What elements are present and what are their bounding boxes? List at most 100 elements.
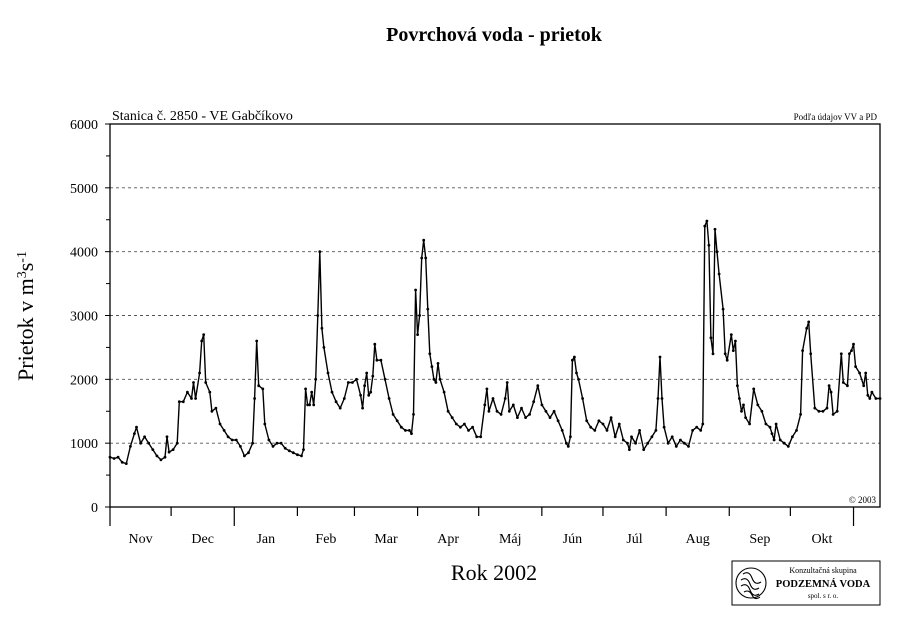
data-point: [540, 403, 544, 407]
data-point: [143, 435, 147, 439]
data-point: [363, 384, 366, 388]
data-point: [593, 429, 597, 432]
data-point: [167, 450, 171, 454]
data-point: [412, 413, 415, 416]
data-point: [420, 256, 424, 260]
data-point: [416, 333, 419, 336]
data-point: [404, 429, 407, 432]
data-point: [446, 409, 450, 413]
data-point: [532, 400, 536, 404]
data-point: [573, 355, 576, 359]
x-tick-label: Jún: [563, 532, 582, 547]
data-point: [862, 384, 866, 388]
data-point: [589, 425, 593, 429]
data-point: [300, 454, 303, 458]
data-point: [801, 349, 804, 352]
data-point: [715, 250, 719, 254]
data-point: [770, 432, 774, 435]
data-point: [399, 425, 403, 429]
data-point: [821, 409, 825, 413]
data-point: [190, 397, 193, 400]
data-point: [827, 384, 831, 388]
data-point: [560, 429, 564, 432]
data-point: [544, 409, 548, 413]
data-point: [202, 333, 206, 336]
copyright-note: © 2003: [849, 495, 877, 505]
data-point: [436, 362, 440, 365]
data-point: [230, 438, 234, 442]
data-point: [361, 406, 364, 410]
data-point: [308, 403, 311, 407]
data-point: [255, 339, 259, 343]
data-point: [701, 422, 705, 426]
data-point: [283, 446, 287, 450]
data-point: [699, 429, 703, 432]
data-point: [194, 397, 198, 400]
data-point: [791, 435, 794, 439]
data-point: [516, 416, 519, 419]
data-point: [524, 416, 527, 419]
data-point: [342, 397, 346, 400]
data-point: [454, 422, 458, 426]
data-point: [548, 416, 552, 419]
x-tick-label: Mar: [374, 532, 398, 547]
station-label: Stanica č. 2850 - VE Gabčíkovo: [112, 109, 293, 124]
data-point: [410, 432, 413, 435]
data-point: [251, 441, 255, 445]
data-point: [310, 390, 314, 394]
data-point: [120, 460, 124, 464]
data-point: [683, 441, 686, 445]
data-point: [829, 390, 833, 394]
data-point: [177, 400, 181, 404]
data-point: [296, 453, 299, 457]
data-point: [129, 445, 132, 448]
x-axis: Nov Dec Jan Feb Mar Apr Máj Jún Júl Aug Sep Okt: [109, 507, 855, 547]
data-point: [658, 355, 662, 359]
data-point: [817, 409, 821, 413]
data-point: [414, 288, 417, 292]
y-axis: 0 1000 2000 3000 4000 5000 6000: [70, 118, 110, 516]
series-line: [109, 220, 880, 465]
y-tick-label: 0: [91, 501, 98, 516]
data-point: [866, 393, 870, 397]
data-point: [408, 429, 411, 432]
data-point: [878, 397, 882, 400]
data-point: [848, 352, 851, 356]
data-point: [226, 435, 230, 439]
data-point: [507, 409, 511, 413]
data-point: [200, 339, 204, 343]
data-point: [204, 381, 208, 384]
data-point: [239, 445, 242, 448]
data-point: [601, 422, 605, 426]
data-point: [159, 458, 163, 462]
x-tick-label: Nov: [128, 532, 152, 547]
data-point: [864, 371, 868, 375]
data-point: [621, 438, 625, 442]
data-point: [734, 339, 737, 343]
data-point: [662, 425, 666, 429]
data-point: [261, 387, 265, 391]
data-point: [805, 326, 809, 330]
data-point: [772, 438, 776, 442]
x-tick-label: Feb: [315, 532, 336, 547]
data-point: [736, 384, 739, 388]
data-point: [774, 422, 778, 426]
data-point: [312, 403, 316, 407]
data-point: [147, 441, 151, 445]
data-point: [430, 365, 434, 368]
y-tick-label: 3000: [70, 310, 98, 325]
data-point: [163, 455, 167, 459]
data-point: [528, 413, 531, 416]
y-axis-label: Prietok v m3s-1: [13, 251, 38, 381]
data-point: [809, 352, 813, 356]
data-point: [135, 425, 138, 429]
data-point: [387, 397, 391, 400]
data-point: [725, 358, 729, 362]
data-point: [165, 435, 169, 439]
x-tick-label: Aug: [686, 532, 710, 547]
data-point: [585, 419, 589, 423]
data-point: [124, 462, 128, 465]
data-point: [670, 435, 674, 439]
data-point: [133, 432, 136, 435]
